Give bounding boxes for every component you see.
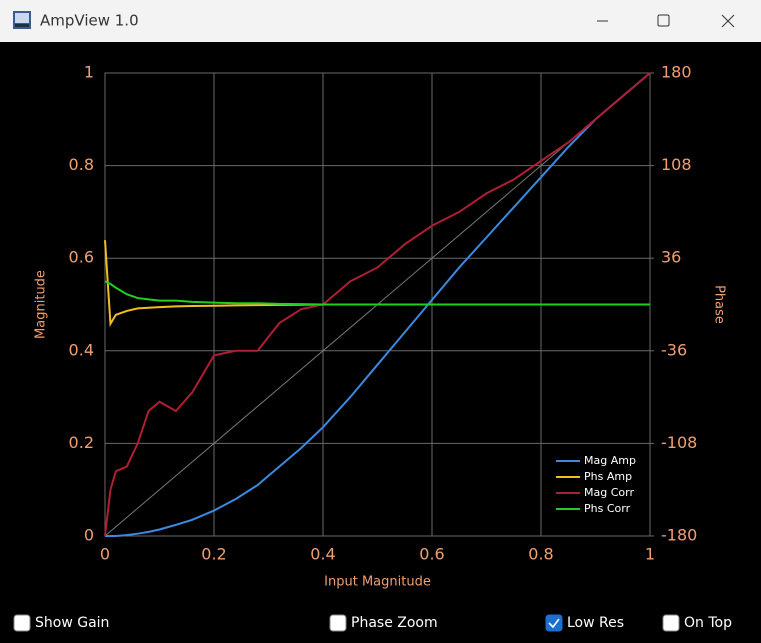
checkmark [548, 618, 560, 629]
controls: Show Gain Phase Zoom Low Res On Top [13, 614, 732, 632]
x-tick-label: 0.4 [310, 545, 335, 564]
y2-tick-label: 36 [661, 248, 681, 267]
maximize-button[interactable] [657, 14, 670, 27]
x-tick-label: 0.6 [419, 545, 444, 564]
checkbox-label[interactable]: Show Gain [35, 615, 109, 631]
y2-tick-label: 180 [661, 63, 692, 82]
legend-label: Mag Amp [584, 454, 636, 467]
checkbox-label[interactable]: Phase Zoom [351, 615, 438, 631]
app-icon [13, 11, 31, 29]
checkbox[interactable] [329, 614, 347, 632]
y2-tick-label: -36 [661, 340, 687, 359]
y2-tick-label: 108 [661, 155, 692, 174]
checkbox-label[interactable]: On Top [684, 615, 732, 631]
x-axis-label: Input Magnitude [324, 575, 431, 590]
series-line [104, 280, 650, 306]
checkbox[interactable] [662, 614, 680, 632]
title-bar [0, 0, 761, 42]
series-line [105, 72, 651, 537]
chart: 0 0.2 0.4 0.6 0.8 1 0 0.2 0.4 0.6 0.8 1 -180 -108 -36 3… [34, 63, 727, 590]
y-axis-label: Magnitude [34, 270, 49, 339]
checkbox[interactable] [545, 614, 563, 632]
y-tick-label: 0.2 [69, 433, 94, 452]
x-tick-label: 1 [645, 545, 655, 564]
checkbox[interactable] [13, 614, 31, 632]
legend-label: Phs Amp [584, 470, 632, 483]
y2-axis-label: Phase [712, 285, 727, 324]
checkbox-label[interactable]: Low Res [567, 615, 624, 631]
y-tick-label: 0 [84, 526, 94, 545]
y-tick-label: 0.6 [69, 248, 94, 267]
y-tick-label: 0.4 [69, 340, 94, 359]
x-tick-label: 0.2 [201, 545, 226, 564]
window-title: AmpView 1.0 [40, 12, 139, 30]
y-tick-label: 1 [84, 63, 94, 82]
x-tick-label: 0.8 [528, 545, 553, 564]
y2-tick-label: -180 [661, 526, 697, 545]
series-line [104, 72, 651, 537]
y2-tick-label: -108 [661, 433, 697, 452]
x-tick-label: 0 [100, 545, 110, 564]
legend-label: Mag Corr [584, 486, 634, 499]
client-area [0, 42, 761, 643]
y-tick-label: 0.8 [69, 155, 94, 174]
close-button[interactable] [721, 14, 735, 28]
legend-label: Phs Corr [584, 502, 631, 515]
